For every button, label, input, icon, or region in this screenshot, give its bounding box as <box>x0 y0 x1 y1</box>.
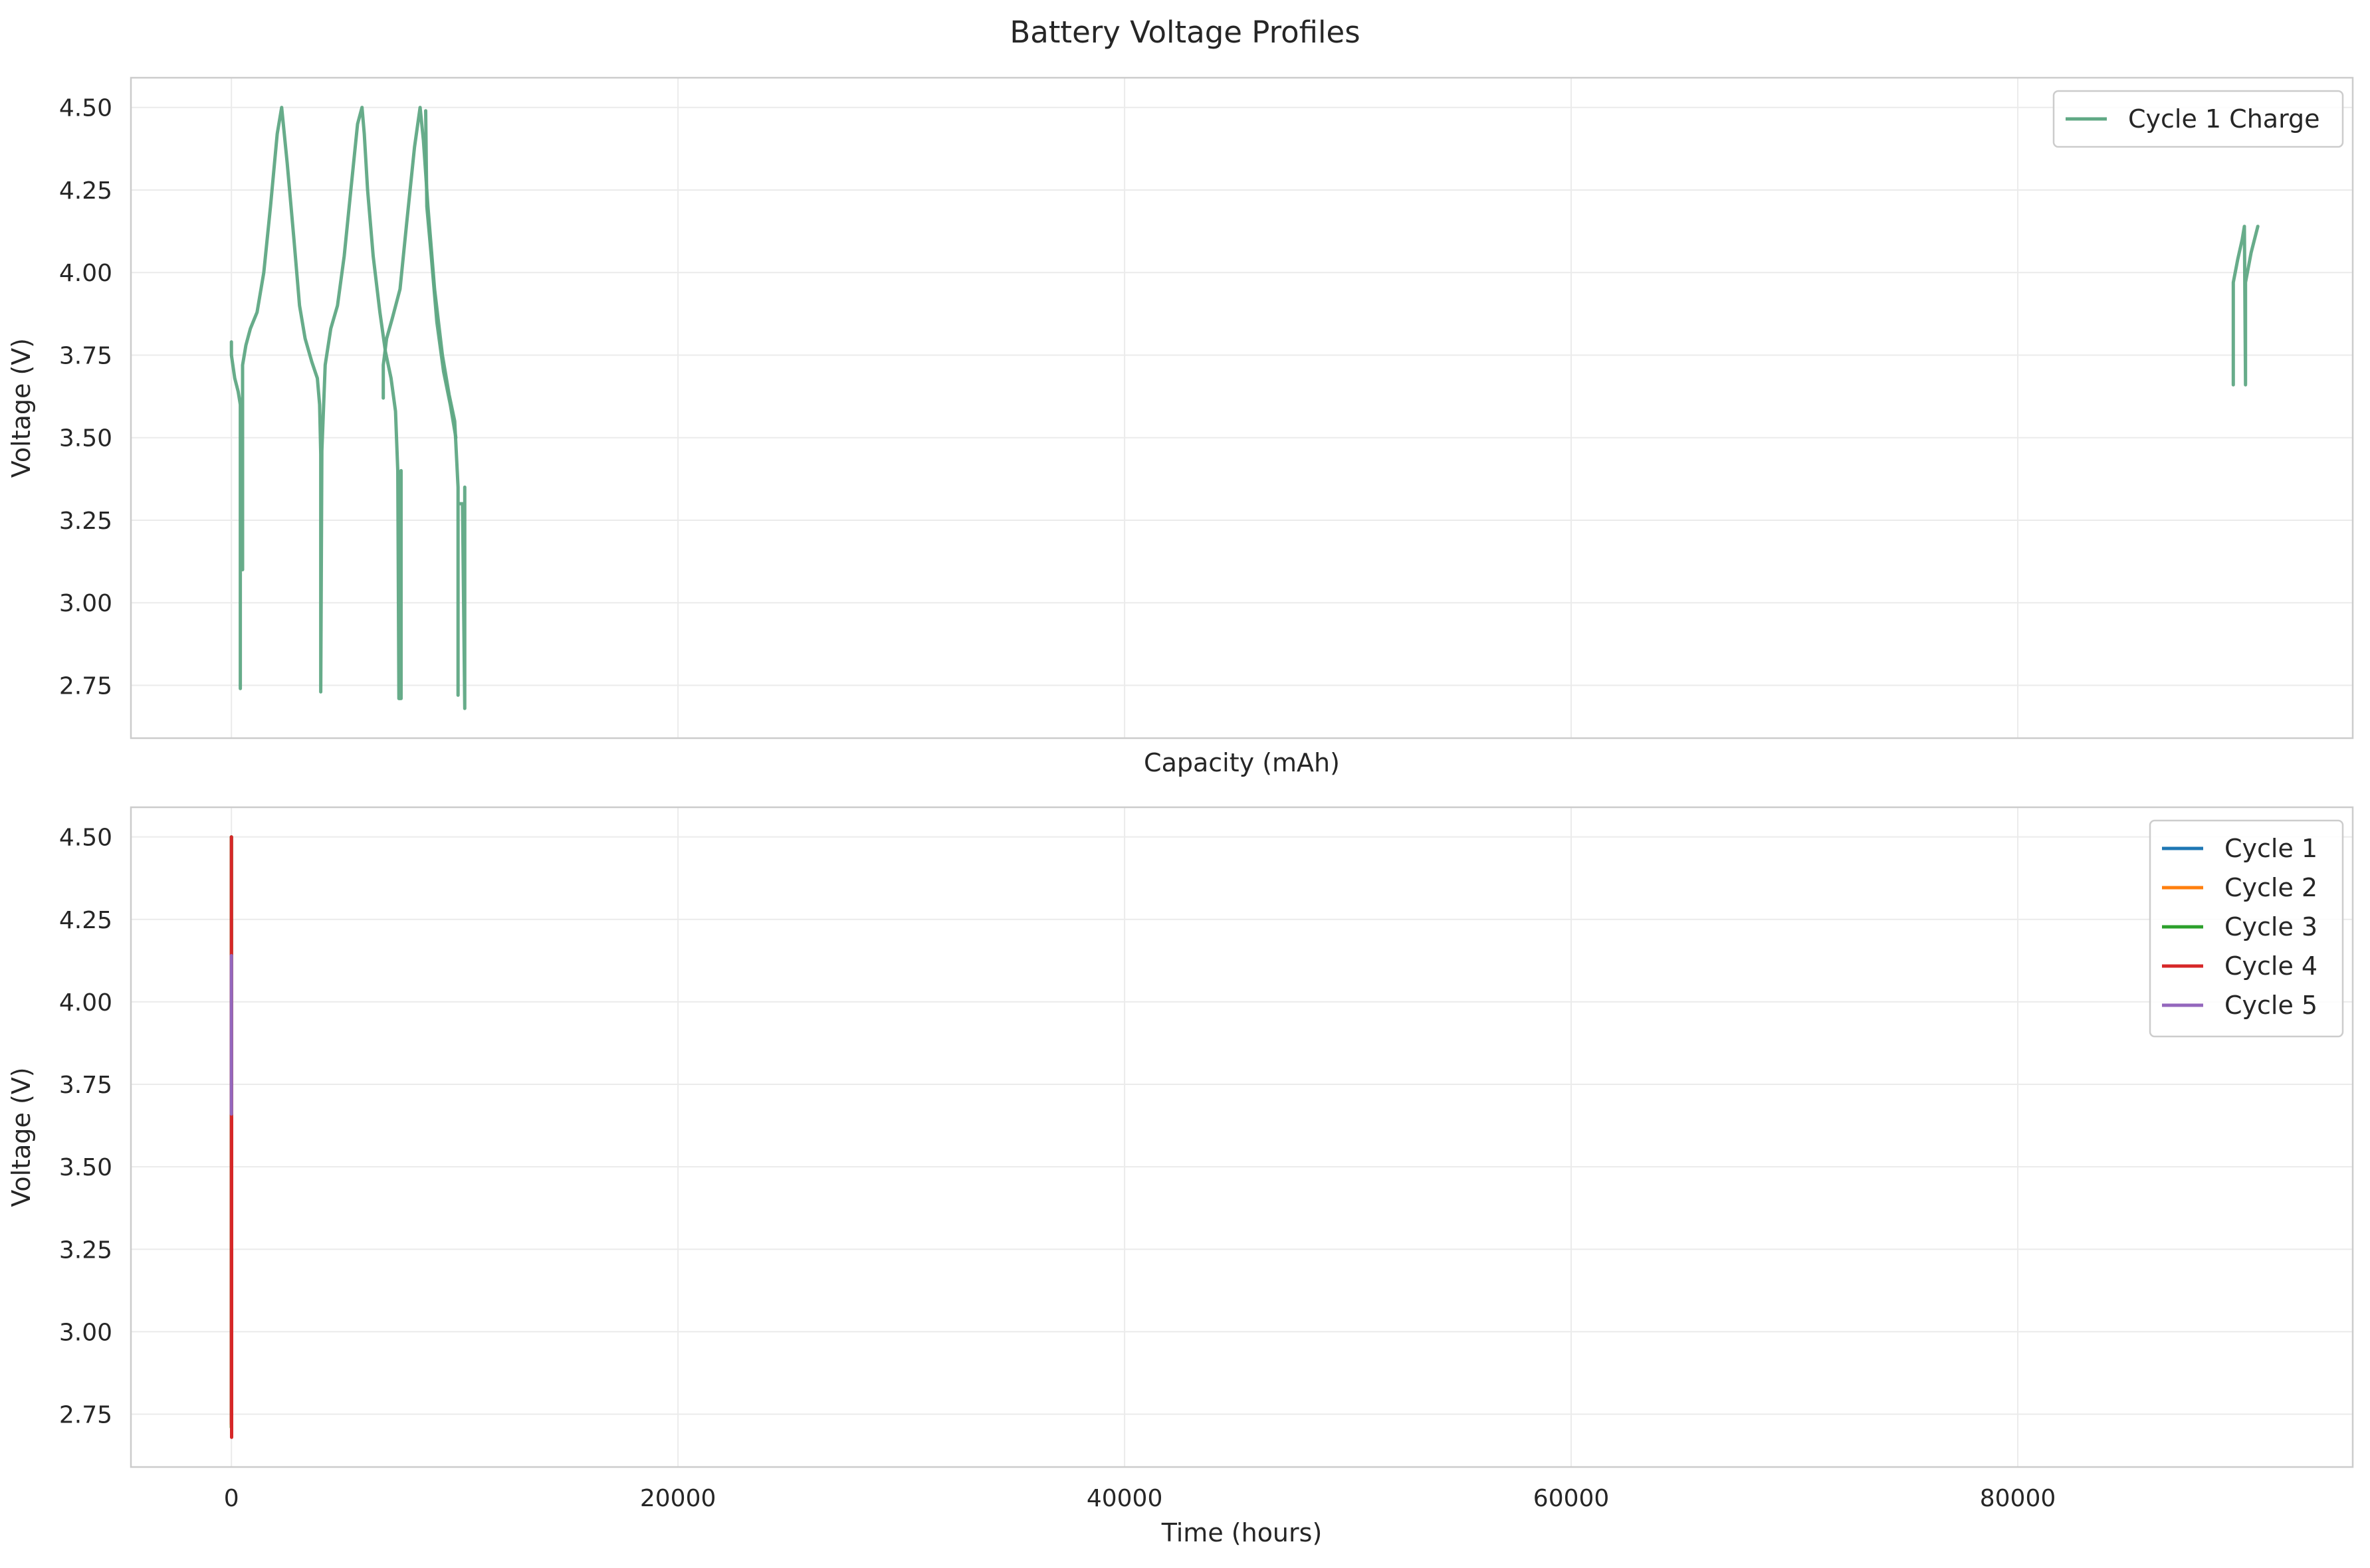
y-tick-label: 3.75 <box>59 342 112 369</box>
y-axis-label: Voltage (V) <box>7 1067 36 1207</box>
y-tick-label: 4.25 <box>59 907 112 934</box>
legend-label: Cycle 2 <box>2224 873 2317 902</box>
y-tick-label: 4.25 <box>59 177 112 205</box>
series-group <box>229 106 2260 710</box>
legend-label: Cycle 4 <box>2224 951 2317 981</box>
x-tick-label: 60000 <box>1533 1485 1610 1512</box>
top-panel: 2.75 3.00 3.25 3.50 3.75 4.00 4.25 4.50 Capacity… <box>7 76 2354 777</box>
y-tick-label: 3.25 <box>59 508 112 535</box>
y-tick-label: 2.75 <box>59 1402 112 1429</box>
series-line-cycle-1-charge <box>229 106 403 700</box>
y-tick-label: 4.50 <box>59 825 112 852</box>
y-tick-label: 3.25 <box>59 1236 112 1264</box>
legend: Cycle 1 Cycle 2 Cycle 3 Cycle 4 Cycle 5 <box>2149 819 2344 1038</box>
legend-label: Cycle 3 <box>2224 912 2317 941</box>
y-tick-label: 4.00 <box>59 260 112 287</box>
y-tick-label: 3.50 <box>59 1154 112 1181</box>
y-axis-label: Voltage (V) <box>7 338 36 478</box>
legend: Cycle 1 Charge <box>2052 90 2344 148</box>
legend-box <box>2149 819 2344 1038</box>
x-axis-label: Time (hours) <box>1161 1518 1323 1547</box>
series-line-cycle-1-charge <box>2231 225 2260 387</box>
x-tick-label: 20000 <box>640 1485 716 1512</box>
x-tick-label: 40000 <box>1087 1485 1163 1512</box>
legend-label: Cycle 5 <box>2224 991 2317 1020</box>
y-tick-label: 3.50 <box>59 425 112 452</box>
series-line-cycle-1-charge <box>424 109 458 440</box>
legend-box <box>2052 90 2344 148</box>
bottom-panel: 2.75 3.00 3.25 3.50 3.75 4.00 4.25 4.50 0 20000 40… <box>7 806 2354 1547</box>
y-tick-label: 3.75 <box>59 1072 112 1099</box>
y-tick-label: 3.00 <box>59 590 112 617</box>
legend-label: Cycle 1 <box>2224 834 2317 863</box>
x-axis-label: Capacity (mAh) <box>1144 748 1340 777</box>
x-tick-label: 80000 <box>1980 1485 2056 1512</box>
chart-title: Battery Voltage Profiles <box>1010 15 1360 50</box>
y-tick-label: 4.00 <box>59 989 112 1017</box>
y-tick-label: 2.75 <box>59 672 112 700</box>
y-tick-label: 3.00 <box>59 1319 112 1346</box>
axes-frame <box>130 806 2354 1468</box>
axes-frame <box>130 76 2354 739</box>
y-tick-label: 4.50 <box>59 95 112 122</box>
x-tick-label: 0 <box>224 1485 239 1512</box>
legend-label: Cycle 1 Charge <box>2128 104 2320 134</box>
